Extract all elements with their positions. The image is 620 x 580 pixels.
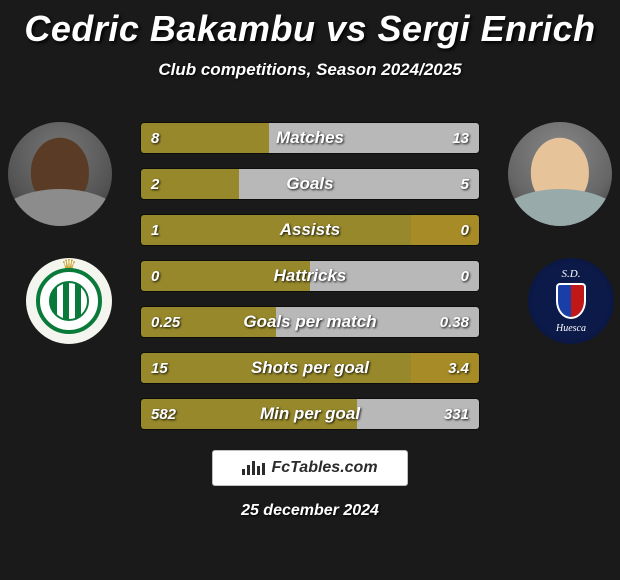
page-subtitle: Club competitions, Season 2024/2025 xyxy=(0,60,620,80)
stat-row: 582331Min per goal xyxy=(140,398,480,430)
face-icon xyxy=(508,122,612,226)
stat-row: 25Goals xyxy=(140,168,480,200)
stat-label: Assists xyxy=(141,220,479,240)
stat-row: 10Assists xyxy=(140,214,480,246)
stat-label: Shots per goal xyxy=(141,358,479,378)
stat-row: 00Hattricks xyxy=(140,260,480,292)
club-left-crest xyxy=(26,258,112,344)
bars-icon xyxy=(242,461,265,475)
footer-brand-badge[interactable]: FcTables.com xyxy=(212,450,408,486)
stat-label: Min per goal xyxy=(141,404,479,424)
face-icon xyxy=(8,122,112,226)
footer-brand-text: FcTables.com xyxy=(271,459,377,477)
stat-label: Goals xyxy=(141,174,479,194)
stat-row: 0.250.38Goals per match xyxy=(140,306,480,338)
page-title: Cedric Bakambu vs Sergi Enrich xyxy=(0,8,620,50)
betis-crest-icon xyxy=(36,268,102,334)
stat-row: 153.4Shots per goal xyxy=(140,352,480,384)
club-right-crest: S.D. Huesca xyxy=(528,258,614,344)
stat-label: Matches xyxy=(141,128,479,148)
huesca-crest-icon: S.D. Huesca xyxy=(528,258,614,344)
footer-date: 25 december 2024 xyxy=(0,502,620,520)
player-left-avatar xyxy=(8,122,112,226)
player-right-avatar xyxy=(508,122,612,226)
stats-container: 813Matches 25Goals 10Assists 00Hattricks 0.2… xyxy=(140,122,480,444)
stat-label: Hattricks xyxy=(141,266,479,286)
stat-label: Goals per match xyxy=(141,312,479,332)
stat-row: 813Matches xyxy=(140,122,480,154)
